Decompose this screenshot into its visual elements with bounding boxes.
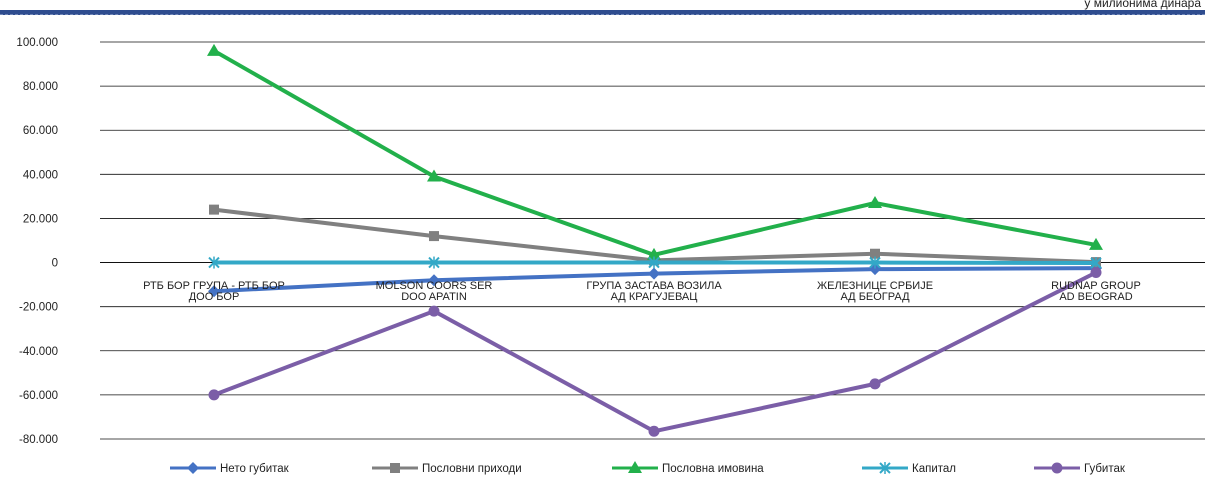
data-point [868, 196, 882, 209]
data-point [428, 274, 440, 287]
data-point [209, 204, 219, 215]
header-rule [0, 10, 1205, 15]
legend-item: Губитак [1034, 462, 1126, 475]
y-tick-label: 0 [52, 258, 58, 270]
series-layer [207, 43, 1103, 437]
data-point [869, 256, 881, 269]
data-point [429, 231, 439, 242]
data-point [208, 389, 220, 401]
data-point [647, 247, 661, 260]
legend-label: Нето губитак [220, 463, 290, 475]
data-point [208, 256, 220, 269]
data-point [428, 305, 440, 317]
x-category-label: ГРУПА ЗАСТАВА ВОЗИЛА АД КРАГУЈЕВАЦ [586, 280, 722, 303]
data-point [427, 169, 441, 182]
data-point [1089, 237, 1103, 250]
y-tick-label: -20.000 [19, 302, 58, 314]
x-category-label: РТБ БОР ГРУПА - РТБ БОР ДОО БОР [143, 280, 285, 303]
data-point [428, 256, 440, 269]
data-point [870, 248, 880, 259]
unit-label: у милионима динара [1084, 0, 1201, 10]
y-tick-label: 20.000 [23, 213, 58, 225]
data-point [1090, 266, 1102, 278]
legend-item: Пословна имовина [612, 461, 764, 475]
series-2 [207, 43, 1103, 260]
data-point [869, 378, 881, 390]
y-axis-tick-labels: 100.000 80.000 60.000 40.000 20.000 0 -20.000 -… [16, 37, 58, 446]
data-point [648, 425, 660, 437]
data-point [207, 43, 221, 56]
grid-layer [100, 41, 1205, 440]
y-tick-label: 80.000 [23, 81, 58, 93]
legend-label: Пословна имовина [662, 463, 764, 475]
legend-label: Капитал [912, 463, 956, 475]
y-tick-label: -80.000 [19, 434, 58, 446]
y-tick-label: 40.000 [23, 169, 58, 181]
legend-label: Пословни приходи [422, 463, 522, 475]
legend-item: Пословни приходи [372, 463, 522, 475]
x-category-label: MOLSON COORS SER DOO APATIN [376, 280, 493, 303]
data-point [648, 256, 660, 269]
y-tick-label: 60.000 [23, 125, 58, 137]
x-axis-category-labels: РТБ БОР ГРУПА - РТБ БОР ДОО БОР MOLSON COO… [143, 280, 1141, 303]
data-point [208, 285, 220, 298]
data-point [648, 267, 660, 280]
legend: Нето губитак Пословни приходи Пословна имо… [170, 461, 1126, 475]
x-category-label: ЖЕЛЕЗНИЦЕ СРБИЈЕ АД БЕОГРАД [817, 280, 933, 303]
legend-label: Губитак [1084, 463, 1126, 475]
legend-item: Капитал [862, 462, 956, 475]
y-tick-label: 100.000 [16, 37, 58, 49]
y-tick-label: -40.000 [19, 346, 58, 358]
legend-item: Нето губитак [170, 462, 290, 475]
series-3 [208, 256, 1102, 269]
series-4 [208, 266, 1102, 437]
x-category-label: RUDNAP GROUP AD BEOGRAD [1051, 280, 1141, 303]
y-tick-label: -60.000 [19, 390, 58, 402]
